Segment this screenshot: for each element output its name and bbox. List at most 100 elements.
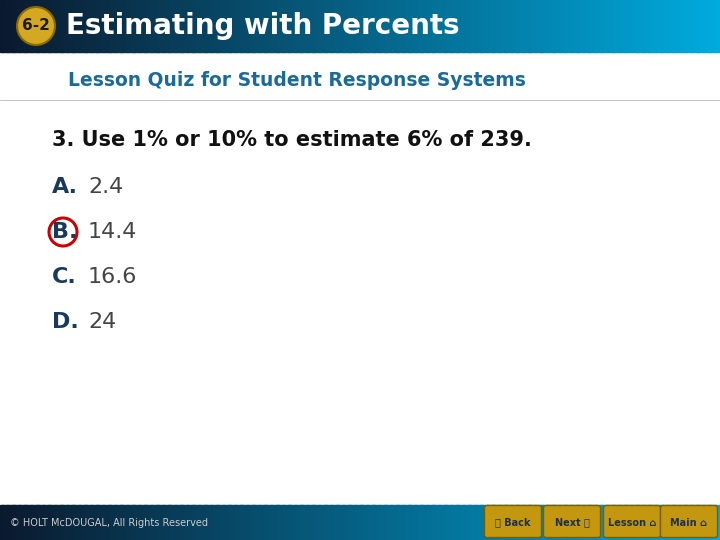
Bar	[526, 505, 528, 540]
Bar	[509, 0, 512, 52]
Bar	[333, 0, 336, 52]
Bar	[391, 0, 394, 52]
Bar	[473, 0, 476, 52]
Bar	[269, 0, 271, 52]
Bar	[233, 0, 235, 52]
Bar	[545, 505, 548, 540]
Bar	[355, 0, 358, 52]
Bar	[45, 505, 48, 540]
Bar	[295, 505, 298, 540]
Bar	[648, 0, 651, 52]
Bar	[302, 0, 305, 52]
Bar	[149, 0, 152, 52]
Bar	[372, 505, 375, 540]
Bar	[398, 0, 401, 52]
Bar	[655, 0, 658, 52]
Bar	[336, 0, 339, 52]
Bar	[50, 505, 53, 540]
Bar	[207, 505, 210, 540]
Bar	[293, 0, 296, 52]
Bar	[99, 0, 102, 52]
Bar	[641, 505, 644, 540]
Bar	[0, 52, 720, 505]
Bar	[427, 0, 430, 52]
Bar	[94, 505, 96, 540]
Bar	[36, 0, 39, 52]
Bar	[540, 505, 543, 540]
Bar	[711, 0, 714, 52]
Bar	[89, 505, 91, 540]
Bar	[261, 0, 264, 52]
Bar	[12, 505, 15, 540]
Bar	[670, 0, 672, 52]
Bar	[711, 505, 714, 540]
Bar	[96, 0, 99, 52]
Bar	[657, 505, 660, 540]
Bar	[175, 505, 178, 540]
Bar	[626, 505, 629, 540]
Bar	[703, 505, 706, 540]
Bar	[506, 0, 509, 52]
Bar	[27, 505, 30, 540]
Bar	[459, 505, 462, 540]
Bar	[603, 505, 606, 540]
Bar	[197, 0, 199, 52]
Bar	[7, 0, 10, 52]
Bar	[420, 0, 423, 52]
Bar	[511, 0, 514, 52]
Bar	[187, 505, 190, 540]
Bar	[358, 0, 361, 52]
Bar	[315, 0, 318, 52]
Bar	[571, 505, 574, 540]
Bar	[156, 505, 159, 540]
Bar	[58, 0, 60, 52]
Bar	[379, 505, 382, 540]
Bar	[281, 0, 284, 52]
Bar	[437, 505, 440, 540]
Bar	[449, 0, 451, 52]
Bar	[153, 0, 156, 52]
Bar	[161, 505, 163, 540]
Text: 16.6: 16.6	[88, 267, 138, 287]
Bar	[665, 0, 667, 52]
Bar	[266, 0, 269, 52]
Bar	[74, 0, 77, 52]
Bar	[182, 0, 185, 52]
Bar	[252, 0, 255, 52]
Bar	[216, 0, 219, 52]
Bar	[223, 0, 226, 52]
Bar	[506, 505, 509, 540]
Bar	[153, 505, 156, 540]
Bar	[552, 0, 555, 52]
Bar	[221, 0, 224, 52]
Bar	[135, 0, 138, 52]
Bar	[276, 0, 279, 52]
Bar	[326, 505, 329, 540]
Bar	[693, 0, 696, 52]
Bar	[288, 0, 291, 52]
Bar	[117, 0, 120, 52]
Bar	[67, 505, 70, 540]
Bar	[598, 505, 600, 540]
Bar	[439, 505, 442, 540]
Bar	[713, 505, 716, 540]
Bar	[423, 0, 426, 52]
Bar	[554, 505, 557, 540]
Bar	[5, 0, 8, 52]
Bar	[492, 505, 495, 540]
Bar	[103, 0, 106, 52]
Bar	[22, 505, 24, 540]
Bar	[63, 0, 66, 52]
Bar	[610, 0, 613, 52]
Bar	[283, 505, 286, 540]
Bar	[353, 505, 356, 540]
Bar	[142, 0, 145, 52]
Bar	[641, 0, 644, 52]
Bar	[403, 0, 406, 52]
Bar	[564, 505, 567, 540]
Bar	[41, 0, 44, 52]
Bar	[607, 0, 610, 52]
Bar	[238, 505, 240, 540]
Bar	[619, 505, 622, 540]
Bar	[96, 505, 99, 540]
